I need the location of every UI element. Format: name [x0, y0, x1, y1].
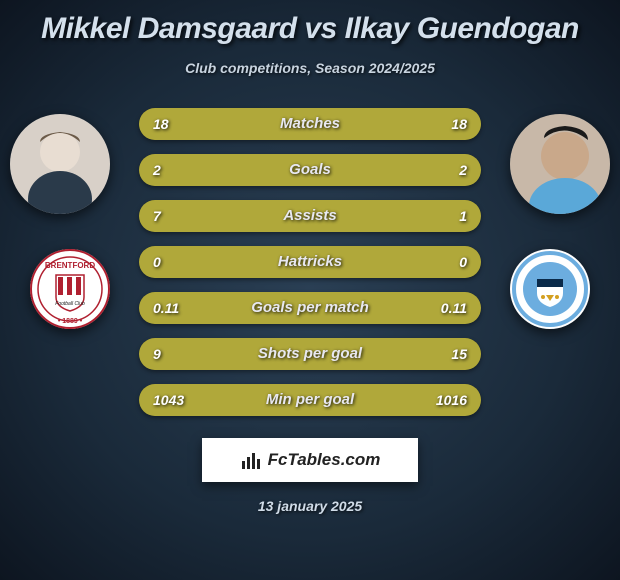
- stat-row: 10431016Min per goal: [139, 384, 481, 416]
- svg-text:• 1889 •: • 1889 •: [58, 318, 83, 325]
- stat-label: Min per goal: [139, 384, 481, 416]
- club-right-badge: [510, 249, 590, 329]
- fctables-logo: FcTables.com: [202, 438, 418, 482]
- stat-label: Hattricks: [139, 246, 481, 278]
- brentford-badge-icon: BRENTFORD Football Club • 1889 •: [30, 249, 110, 329]
- stat-row: 0.110.11Goals per match: [139, 292, 481, 324]
- stat-row: 71Assists: [139, 200, 481, 232]
- stat-label: Goals: [139, 154, 481, 186]
- stat-label: Shots per goal: [139, 338, 481, 370]
- stat-row: 22Goals: [139, 154, 481, 186]
- stats-bars: 1818Matches 22Goals 71Assists 00Hattricks 0.…: [139, 104, 481, 416]
- mancity-badge-icon: [510, 249, 590, 329]
- stat-label: Matches: [139, 108, 481, 140]
- stat-row: 00Hattricks: [139, 246, 481, 278]
- page-title: Mikkel Damsgaard vs Ilkay Guendogan: [0, 0, 620, 46]
- page-subtitle: Club competitions, Season 2024/2025: [0, 60, 620, 76]
- stat-label: Assists: [139, 200, 481, 232]
- logo-text: FcTables.com: [268, 450, 381, 470]
- player-right-avatar: [510, 114, 610, 214]
- comparison-container: BRENTFORD Football Club • 1889 • 1818Mat…: [0, 104, 620, 416]
- chart-icon: [240, 449, 262, 471]
- stat-label: Goals per match: [139, 292, 481, 324]
- svg-text:Football Club: Football Club: [55, 301, 85, 307]
- avatar-placeholder-icon: [510, 114, 610, 214]
- stat-row: 1818Matches: [139, 108, 481, 140]
- player-left-avatar: [10, 114, 110, 214]
- club-left-badge: BRENTFORD Football Club • 1889 •: [30, 249, 110, 329]
- avatar-placeholder-icon: [10, 114, 110, 214]
- stat-row: 915Shots per goal: [139, 338, 481, 370]
- svg-text:BRENTFORD: BRENTFORD: [45, 261, 95, 270]
- page-date: 13 january 2025: [0, 498, 620, 514]
